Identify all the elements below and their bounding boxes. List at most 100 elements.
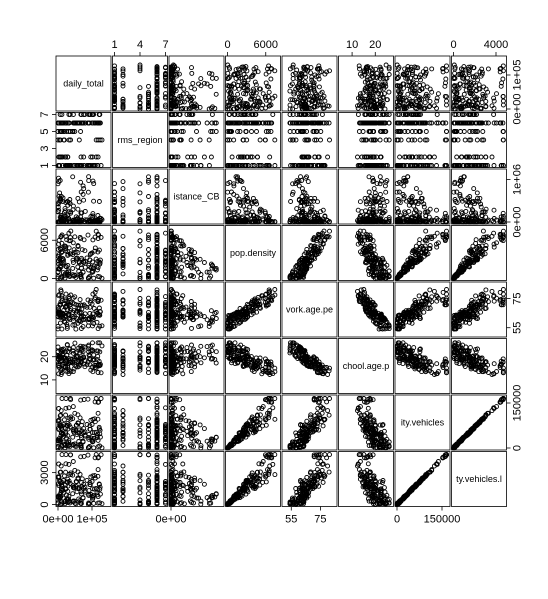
panel-2-7 [451,168,507,225]
data-point [459,70,465,76]
data-point [394,104,400,110]
data-point [396,64,402,70]
data-point [70,112,76,117]
data-point [249,96,255,102]
data-point [414,106,420,111]
data-point [206,106,212,112]
data-point [120,96,126,102]
data-point [287,102,293,108]
panel-3-3: pop.density [225,225,281,281]
data-point [257,120,262,126]
data-point [154,75,160,80]
data-point [93,154,99,160]
data-point [369,74,375,80]
panel-4-2 [168,281,225,338]
data-point [401,85,406,91]
data-point [169,129,175,134]
data-point [291,91,297,97]
data-point [230,101,236,107]
data-point [192,86,198,92]
data-point [443,76,449,82]
data-point [429,89,435,95]
data-point [235,91,241,97]
data-point [95,137,101,143]
data-point [459,105,465,111]
data-point [163,80,168,86]
data-point [232,72,238,77]
data-point [213,91,219,97]
data-point [260,102,266,108]
data-point [96,112,102,117]
data-point [305,87,311,93]
data-point [120,105,126,111]
data-point [384,97,390,103]
data-point [451,88,457,94]
data-point [168,137,174,143]
data-point [378,67,384,73]
data-point [468,90,474,96]
data-point [320,105,326,111]
data-point [237,67,243,73]
data-point [137,95,143,101]
data-point [398,91,403,97]
data-point [112,77,117,83]
data-point [177,82,183,88]
data-point [309,74,315,80]
data-point [253,90,259,96]
data-point [463,67,469,73]
data-point [316,65,322,71]
data-point [413,74,419,80]
data-point [254,129,259,134]
data-point [380,101,386,106]
data-point [97,137,103,143]
data-point [401,71,406,77]
data-point [301,66,307,72]
data-point [364,89,370,95]
data-point [268,76,274,82]
data-point [137,93,143,99]
data-point [197,137,203,143]
data-point [319,95,325,101]
data-point [163,74,168,80]
data-point [146,94,151,100]
data-point [418,77,423,83]
data-point [417,101,423,106]
data-point [290,64,296,70]
data-point [168,106,174,111]
data-point [243,64,249,70]
data-point [263,120,269,126]
data-point [363,85,369,91]
panel-1-2 [168,112,225,168]
data-point [400,101,406,107]
data-point [226,75,232,80]
data-point [154,65,160,71]
data-point [409,103,415,109]
data-point [370,91,376,97]
data-point [253,65,259,71]
data-point [372,80,378,86]
data-point [240,64,246,70]
panel-2-0 [55,168,112,225]
panel-0-2 [168,55,225,112]
data-point [225,70,231,76]
variable-label: rms_region [117,135,162,145]
data-point [295,91,301,96]
data-point [381,83,386,89]
panel-1-4 [281,112,338,168]
panel-0-0: daily_total [55,55,112,112]
data-point [359,95,365,101]
data-point [263,129,269,134]
data-point [418,72,423,78]
data-point [322,98,328,104]
data-point [66,137,72,143]
data-point [413,96,419,102]
data-point [378,96,383,102]
data-point [154,86,160,92]
data-point [471,65,476,71]
data-point [361,96,367,102]
data-point [163,65,168,71]
panel-0-6 [394,55,451,112]
data-point [290,62,296,68]
data-point [188,101,194,107]
data-point [112,85,117,91]
